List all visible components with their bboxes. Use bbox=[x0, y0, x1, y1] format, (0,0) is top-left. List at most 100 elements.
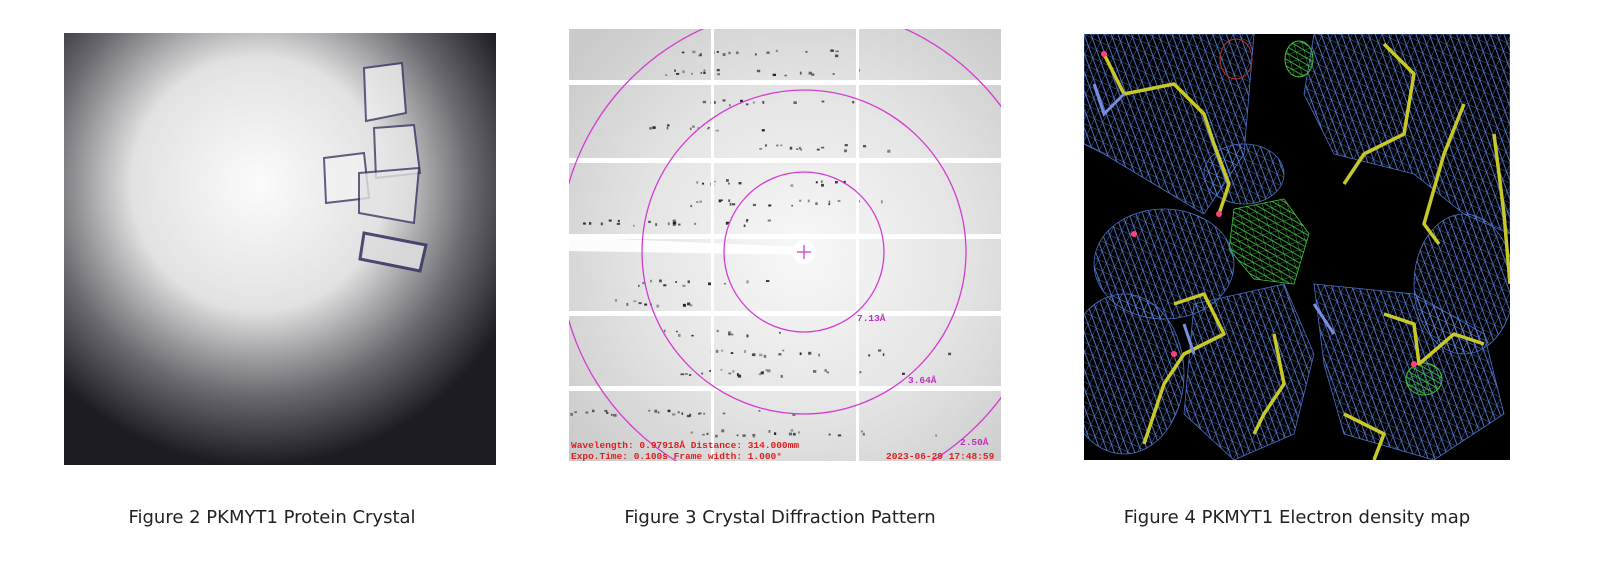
spot bbox=[830, 49, 834, 52]
spot bbox=[862, 145, 867, 148]
spot bbox=[782, 349, 785, 352]
spot bbox=[835, 50, 839, 53]
spot bbox=[768, 204, 772, 207]
spot bbox=[689, 304, 693, 307]
spot bbox=[675, 72, 680, 75]
spot bbox=[667, 222, 670, 226]
spot bbox=[655, 223, 658, 226]
spot bbox=[701, 372, 704, 375]
spot bbox=[852, 101, 855, 104]
density-map bbox=[1084, 34, 1510, 460]
spot bbox=[792, 413, 796, 416]
spot bbox=[644, 303, 648, 306]
spot bbox=[682, 284, 686, 287]
spot bbox=[727, 331, 732, 334]
spot bbox=[632, 224, 635, 227]
spot bbox=[716, 69, 720, 72]
spot bbox=[722, 412, 726, 415]
spot bbox=[721, 199, 723, 202]
spot bbox=[811, 73, 815, 76]
spot bbox=[843, 180, 846, 184]
spot bbox=[691, 334, 694, 337]
spot bbox=[574, 411, 577, 414]
spot bbox=[721, 429, 725, 433]
spot bbox=[780, 374, 783, 378]
spot bbox=[765, 369, 768, 372]
figure-caption: Figure 4 PKMYT1 Electron density map bbox=[1123, 507, 1471, 528]
spot bbox=[812, 370, 817, 373]
spot bbox=[791, 204, 793, 207]
spot bbox=[751, 353, 755, 356]
spot bbox=[844, 144, 848, 147]
spot bbox=[738, 374, 741, 377]
spot bbox=[610, 413, 613, 416]
spot bbox=[760, 371, 764, 375]
spot bbox=[700, 71, 703, 74]
spot bbox=[659, 279, 662, 283]
spot bbox=[789, 146, 793, 150]
spot bbox=[732, 370, 735, 373]
spot bbox=[837, 434, 842, 437]
spot bbox=[699, 53, 702, 56]
spot bbox=[675, 281, 677, 283]
info-line: Expo.Time: 0.100s Frame width: 1.000° bbox=[571, 451, 782, 461]
spot bbox=[696, 201, 699, 204]
spot bbox=[736, 434, 739, 437]
spot bbox=[677, 333, 681, 337]
spot bbox=[626, 303, 629, 306]
spot bbox=[880, 200, 883, 204]
spot bbox=[752, 101, 755, 104]
spot bbox=[690, 431, 694, 434]
spot bbox=[776, 144, 779, 147]
spot bbox=[756, 69, 761, 73]
spot bbox=[681, 412, 684, 415]
spot bbox=[767, 219, 771, 222]
spot bbox=[882, 353, 885, 356]
spot bbox=[737, 374, 742, 378]
spot bbox=[778, 353, 782, 356]
spot bbox=[716, 329, 719, 333]
spot bbox=[672, 219, 676, 223]
spot bbox=[799, 71, 802, 75]
spot bbox=[715, 349, 719, 353]
spot bbox=[687, 302, 691, 306]
spot bbox=[613, 413, 617, 417]
figure-caption: Figure 3 Crystal Diffraction Pattern bbox=[624, 507, 936, 528]
spot bbox=[728, 372, 732, 375]
spot bbox=[743, 224, 746, 228]
spot bbox=[716, 51, 719, 53]
spot bbox=[746, 219, 749, 222]
spot bbox=[820, 183, 824, 187]
spot bbox=[656, 304, 660, 308]
spot bbox=[828, 433, 831, 436]
spot bbox=[617, 219, 620, 223]
spot bbox=[652, 126, 656, 129]
spot bbox=[797, 431, 800, 434]
spot bbox=[824, 369, 827, 372]
spot bbox=[616, 223, 621, 225]
spot bbox=[638, 284, 640, 287]
spot bbox=[713, 101, 716, 104]
spot bbox=[729, 104, 731, 107]
spot bbox=[678, 223, 681, 226]
spot bbox=[779, 331, 781, 334]
spot bbox=[837, 200, 841, 202]
spot bbox=[780, 144, 783, 147]
spot bbox=[742, 434, 746, 437]
spot bbox=[805, 50, 808, 53]
spot bbox=[654, 409, 658, 413]
spot bbox=[697, 127, 700, 130]
spot bbox=[730, 352, 734, 354]
spot bbox=[759, 148, 763, 150]
spot bbox=[674, 69, 676, 72]
spot bbox=[762, 100, 765, 104]
spot bbox=[761, 129, 765, 132]
spot bbox=[614, 299, 618, 302]
spot bbox=[570, 412, 573, 416]
spot bbox=[650, 279, 653, 283]
spot bbox=[657, 411, 660, 414]
spot bbox=[764, 144, 767, 147]
spot bbox=[820, 146, 825, 149]
spot bbox=[667, 409, 671, 413]
spot bbox=[868, 354, 871, 357]
